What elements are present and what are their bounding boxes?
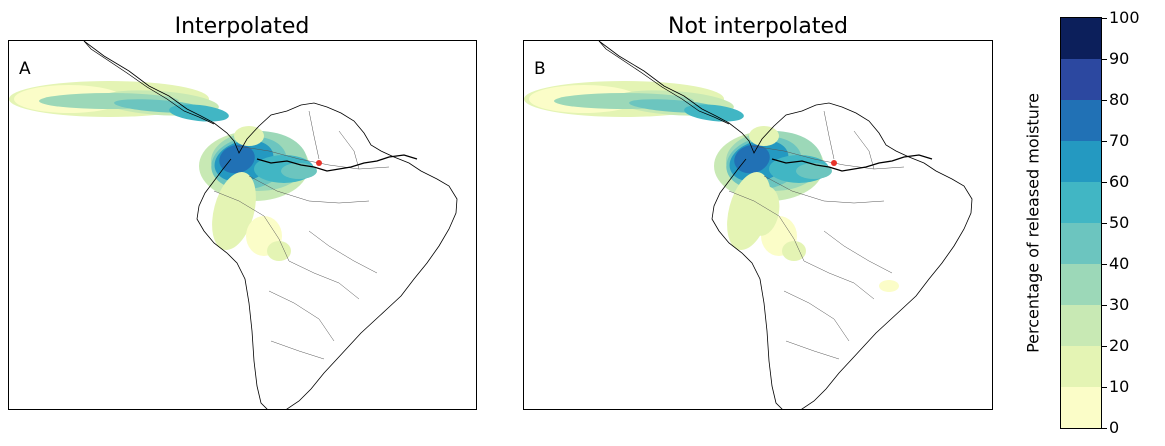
map-panel-interpolated: A: [8, 40, 477, 410]
map-panel-not-interpolated: B: [523, 40, 993, 410]
colorbar-tick-mark: [1102, 18, 1107, 19]
colorbar-tick-label: 30: [1109, 295, 1130, 314]
colorbar-segment: [1061, 305, 1101, 346]
colorbar-tick-label: 20: [1109, 336, 1130, 355]
colorbar-tick-mark: [1102, 100, 1107, 101]
moisture-contour: [169, 104, 229, 122]
colorbar-tick-label: 70: [1109, 131, 1130, 150]
colorbar-tick-mark: [1102, 387, 1107, 388]
colorbar-tick-label: 60: [1109, 172, 1130, 191]
source-point-marker: [831, 160, 837, 166]
colorbar-tick-label: 40: [1109, 254, 1130, 273]
colorbar-segment: [1061, 182, 1101, 223]
colorbar-segment: [1061, 387, 1101, 428]
colorbar-tick-label: 10: [1109, 377, 1130, 396]
colorbar-tick-mark: [1102, 346, 1107, 347]
colorbar-label: Percentage of released moisture: [1023, 93, 1043, 353]
colorbar-tick-mark: [1102, 182, 1107, 183]
map-canvas: [524, 41, 973, 409]
moisture-contour: [749, 126, 779, 146]
panel-title-interpolated: Interpolated: [174, 14, 310, 39]
map-canvas: [9, 41, 458, 409]
colorbar-tick-label: 100: [1109, 8, 1140, 27]
amazon-river: [771, 154, 933, 172]
coastline-central-america: [598, 41, 730, 125]
colorbar-tick-label: 90: [1109, 49, 1130, 68]
country-border: [803, 260, 875, 300]
colorbar-tick-label: 80: [1109, 90, 1130, 109]
coastline-central-america: [83, 41, 215, 125]
colorbar-tick-mark: [1102, 264, 1107, 265]
country-border: [288, 260, 360, 300]
colorbar-segment: [1061, 141, 1101, 182]
colorbar-tick-mark: [1102, 223, 1107, 224]
moisture-contour: [281, 163, 317, 179]
colorbar-tick-label: 50: [1109, 213, 1130, 232]
country-border: [308, 110, 320, 160]
panel-title-not-interpolated: Not interpolated: [668, 14, 848, 39]
country-border: [308, 230, 378, 274]
country-border: [763, 175, 885, 204]
country-border: [213, 190, 290, 262]
colorbar-segment: [1061, 100, 1101, 141]
coastline-south-america: [598, 41, 973, 409]
coastline-south-america: [83, 41, 458, 409]
moisture-contour: [748, 186, 780, 236]
source-point-marker: [316, 160, 322, 166]
colorbar-tick-mark: [1102, 59, 1107, 60]
country-border: [785, 340, 840, 360]
country-border: [236, 145, 390, 170]
moisture-contour: [219, 144, 255, 174]
country-border: [783, 290, 850, 342]
colorbar-segment: [1061, 223, 1101, 264]
country-border: [823, 110, 835, 160]
country-border: [751, 145, 905, 170]
colorbar-segment: [1061, 18, 1101, 59]
moisture-contour: [212, 172, 256, 250]
moisture-contour: [782, 241, 806, 261]
country-border: [823, 230, 893, 274]
colorbar-tick-mark: [1102, 428, 1107, 429]
moisture-contour: [684, 104, 744, 122]
amazon-river: [256, 154, 418, 172]
country-border: [728, 190, 805, 262]
country-border: [268, 290, 335, 342]
colorbar-segment: [1061, 346, 1101, 387]
colorbar-tick-label: 0: [1109, 418, 1120, 437]
moisture-contour: [267, 241, 291, 261]
country-border: [338, 130, 360, 170]
moisture-contour: [734, 144, 770, 174]
colorbar-segment: [1061, 59, 1101, 100]
colorbar-segment: [1061, 264, 1101, 305]
country-border: [270, 340, 325, 360]
colorbar-tick-mark: [1102, 141, 1107, 142]
panel-letter-a: A: [19, 59, 31, 79]
country-border: [248, 175, 370, 204]
panel-letter-b: B: [534, 59, 546, 79]
colorbar-tick-mark: [1102, 305, 1107, 306]
moisture-contour: [796, 163, 832, 179]
moisture-contour: [234, 126, 264, 146]
colorbar: [1060, 17, 1102, 429]
country-border: [853, 130, 875, 170]
moisture-contour: [879, 280, 899, 292]
